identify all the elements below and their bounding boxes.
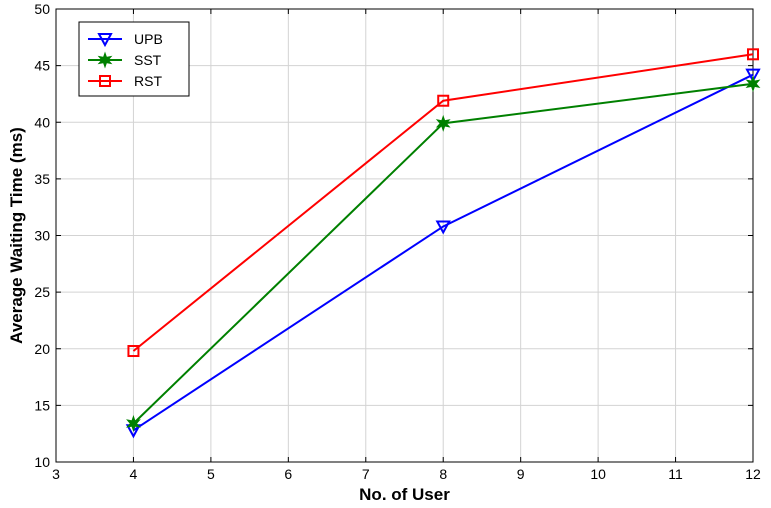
series-line-rst bbox=[132, 53, 754, 352]
legend-label-sst: SST bbox=[134, 52, 162, 68]
series-group bbox=[125, 48, 761, 439]
x-tick-label: 10 bbox=[590, 466, 606, 482]
legend-marker-rst bbox=[99, 75, 111, 87]
x-tick-label: 6 bbox=[284, 466, 292, 482]
x-tick-label: 5 bbox=[207, 466, 215, 482]
x-tick-label: 12 bbox=[745, 466, 761, 482]
data-point-rst bbox=[437, 94, 450, 107]
y-tick-label: 25 bbox=[34, 284, 50, 300]
y-tick-label: 50 bbox=[34, 1, 50, 17]
y-tick-label: 20 bbox=[34, 341, 50, 357]
y-tick-label: 15 bbox=[34, 397, 50, 413]
data-point-rst bbox=[747, 48, 759, 61]
series-line-upb bbox=[132, 73, 754, 432]
x-tick-label: 3 bbox=[52, 466, 60, 482]
data-point-rst bbox=[127, 345, 140, 358]
data-point-sst bbox=[435, 114, 451, 132]
x-tick-label: 4 bbox=[130, 466, 138, 482]
data-point-upb bbox=[435, 220, 451, 235]
y-tick-label: 35 bbox=[34, 171, 50, 187]
series-rst bbox=[127, 48, 759, 358]
data-point-upb bbox=[745, 68, 761, 83]
legend-marker-sst bbox=[97, 51, 113, 69]
legend-label-upb: UPB bbox=[134, 31, 163, 47]
series-upb bbox=[125, 68, 761, 439]
data-point-sst bbox=[126, 414, 141, 433]
legend-marker-upb bbox=[97, 33, 113, 48]
x-tick-label: 7 bbox=[362, 466, 370, 482]
y-tick-label: 40 bbox=[34, 114, 50, 130]
y-tick-label: 45 bbox=[34, 58, 50, 74]
y-axis-title: Average Waiting Time (ms) bbox=[7, 127, 26, 344]
y-tick-label: 30 bbox=[34, 228, 50, 244]
x-tick-label: 11 bbox=[668, 466, 683, 482]
legend: UPB SST RST bbox=[78, 21, 190, 97]
legend-label-rst: RST bbox=[134, 73, 162, 89]
x-tick-label: 8 bbox=[439, 466, 447, 482]
data-point-sst bbox=[745, 75, 761, 93]
series-sst bbox=[126, 75, 761, 433]
y-tick-label: 10 bbox=[34, 454, 50, 470]
x-tick-label: 9 bbox=[517, 466, 525, 482]
x-axis-title: No. of User bbox=[359, 485, 450, 504]
